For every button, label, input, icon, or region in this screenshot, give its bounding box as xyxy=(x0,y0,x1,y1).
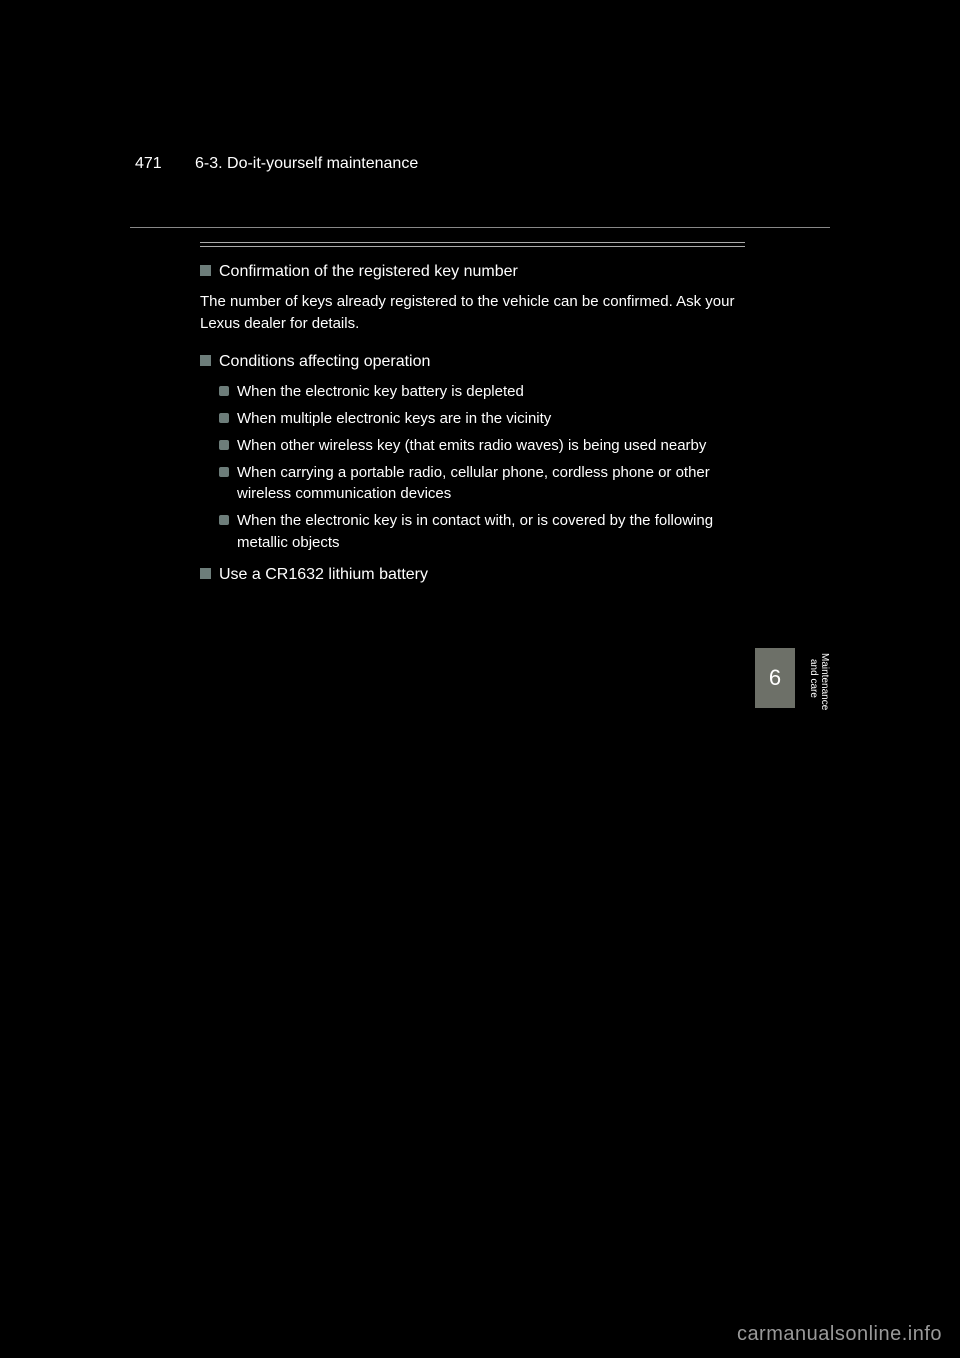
chapter-label: Maintenance and care xyxy=(798,653,830,703)
breadcrumb: 6-3. Do-it-yourself maintenance xyxy=(195,155,418,173)
square-bullet-icon xyxy=(200,265,211,276)
list-text: When the electronic key battery is deple… xyxy=(237,381,524,403)
section-body: The number of keys already registered to… xyxy=(200,291,745,335)
section-conditions-operation: Conditions affecting operation When the … xyxy=(200,351,745,554)
list-text: When multiple electronic keys are in the… xyxy=(237,408,551,430)
square-bullet-icon xyxy=(200,355,211,366)
list-text: When the electronic key is in contact wi… xyxy=(237,510,745,554)
chapter-number: 6 xyxy=(769,665,781,691)
list-item: When multiple electronic keys are in the… xyxy=(219,408,745,430)
list-item: When carrying a portable radio, cellular… xyxy=(219,462,745,506)
round-bullet-icon xyxy=(219,440,229,450)
chapter-tab: 6 xyxy=(755,648,795,708)
square-bullet-icon xyxy=(200,568,211,579)
section-header: Use a CR1632 lithium battery xyxy=(200,564,745,586)
list-item: When the electronic key battery is deple… xyxy=(219,381,745,403)
section-header: Confirmation of the registered key numbe… xyxy=(200,261,745,283)
watermark: carmanualsonline.info xyxy=(737,1323,942,1346)
page-container: 471 6-3. Do-it-yourself maintenance Conf… xyxy=(0,0,960,1358)
page-number: 471 xyxy=(135,155,162,173)
header-divider xyxy=(130,227,830,228)
content-area: Confirmation of the registered key numbe… xyxy=(200,242,745,602)
list-text: When carrying a portable radio, cellular… xyxy=(237,462,745,506)
round-bullet-icon xyxy=(219,467,229,477)
section-battery-confirmation: Confirmation of the registered key numbe… xyxy=(200,261,745,335)
section-title: Confirmation of the registered key numbe… xyxy=(219,261,518,283)
double-line-top xyxy=(200,242,745,243)
double-line-bottom xyxy=(200,246,745,247)
list-item: When the electronic key is in contact wi… xyxy=(219,510,745,554)
section-title: Conditions affecting operation xyxy=(219,351,430,373)
round-bullet-icon xyxy=(219,515,229,525)
list-text: When other wireless key (that emits radi… xyxy=(237,435,706,457)
list-item: When other wireless key (that emits radi… xyxy=(219,435,745,457)
round-bullet-icon xyxy=(219,413,229,423)
section-header: Conditions affecting operation xyxy=(200,351,745,373)
section-title: Use a CR1632 lithium battery xyxy=(219,564,428,586)
round-bullet-icon xyxy=(219,386,229,396)
section-lithium-battery: Use a CR1632 lithium battery xyxy=(200,564,745,586)
